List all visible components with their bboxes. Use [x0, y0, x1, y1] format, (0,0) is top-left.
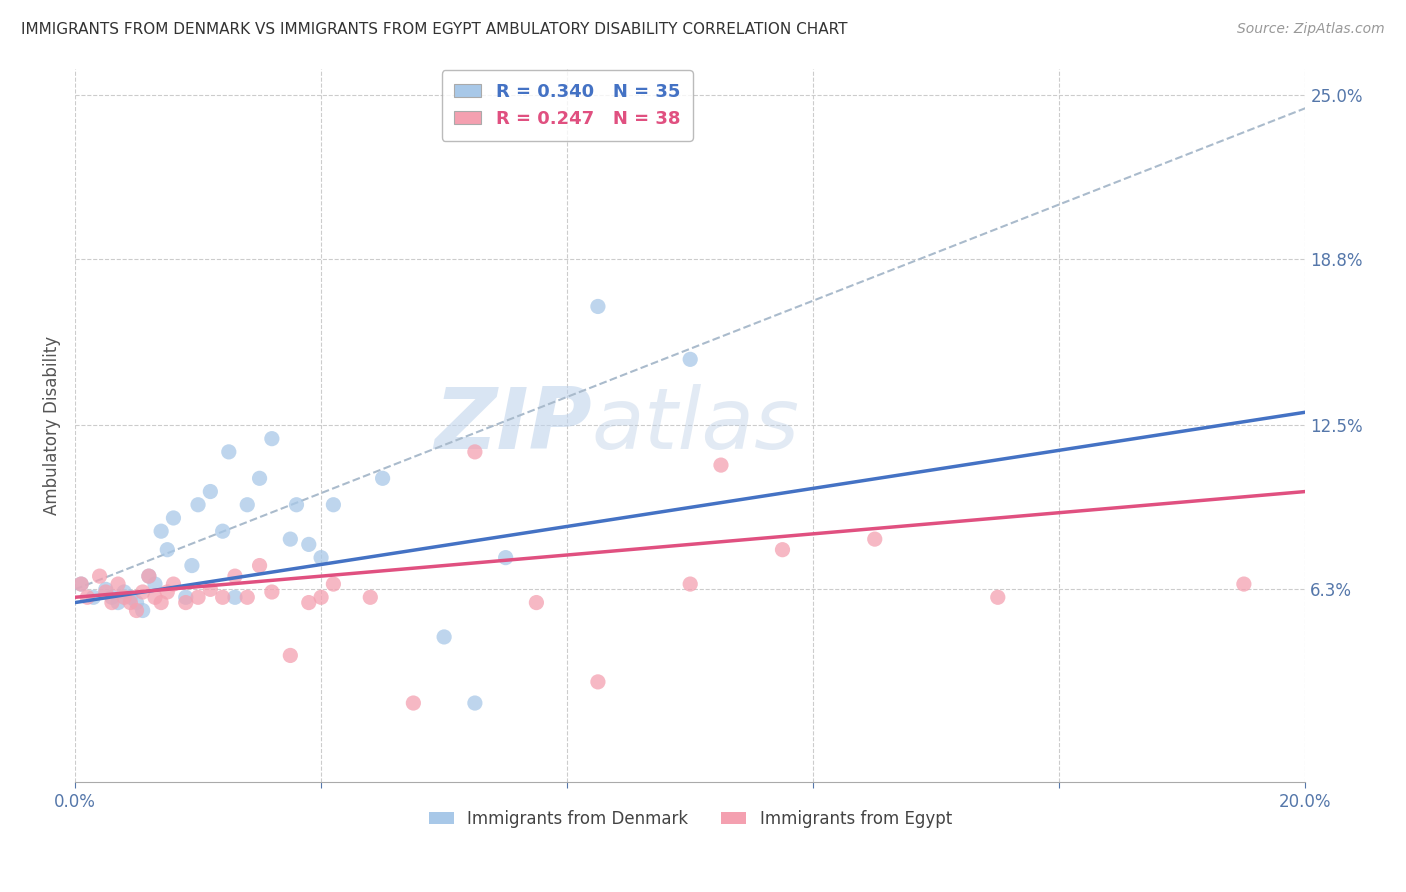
Point — [586, 674, 609, 689]
Point — [495, 550, 517, 565]
Point — [710, 458, 733, 472]
Point — [187, 498, 209, 512]
Point — [138, 569, 160, 583]
Point — [200, 484, 222, 499]
Point — [180, 558, 202, 573]
Point — [309, 591, 332, 605]
Point — [322, 498, 344, 512]
Point — [138, 569, 160, 583]
Point — [125, 596, 148, 610]
Point — [120, 591, 142, 605]
Point — [278, 532, 301, 546]
Point — [211, 591, 233, 605]
Point — [236, 591, 259, 605]
Point — [156, 542, 179, 557]
Point — [464, 445, 486, 459]
Legend: Immigrants from Denmark, Immigrants from Egypt: Immigrants from Denmark, Immigrants from… — [422, 804, 959, 835]
Text: Source: ZipAtlas.com: Source: ZipAtlas.com — [1237, 22, 1385, 37]
Point — [285, 498, 308, 512]
Point — [156, 585, 179, 599]
Point — [174, 596, 197, 610]
Point — [162, 577, 184, 591]
Point — [586, 300, 609, 314]
Point — [70, 577, 93, 591]
Point — [150, 524, 173, 539]
Point — [112, 585, 135, 599]
Point — [987, 591, 1010, 605]
Point — [863, 532, 886, 546]
Point — [433, 630, 456, 644]
Point — [224, 591, 246, 605]
Point — [1233, 577, 1256, 591]
Point — [260, 432, 283, 446]
Point — [236, 498, 259, 512]
Point — [679, 352, 702, 367]
Point — [526, 596, 548, 610]
Point — [218, 445, 240, 459]
Point — [278, 648, 301, 663]
Point — [143, 591, 166, 605]
Point — [224, 569, 246, 583]
Text: ZIP: ZIP — [434, 384, 592, 467]
Point — [101, 591, 124, 605]
Point — [94, 582, 117, 597]
Point — [131, 585, 153, 599]
Point — [70, 577, 93, 591]
Point — [260, 585, 283, 599]
Point — [89, 569, 111, 583]
Text: atlas: atlas — [592, 384, 800, 467]
Text: IMMIGRANTS FROM DENMARK VS IMMIGRANTS FROM EGYPT AMBULATORY DISABILITY CORRELATI: IMMIGRANTS FROM DENMARK VS IMMIGRANTS FR… — [21, 22, 848, 37]
Point — [150, 596, 173, 610]
Point — [143, 577, 166, 591]
Point — [679, 577, 702, 591]
Point — [112, 591, 135, 605]
Point — [131, 603, 153, 617]
Point — [298, 537, 321, 551]
Point — [107, 577, 129, 591]
Point — [402, 696, 425, 710]
Point — [174, 591, 197, 605]
Point — [187, 591, 209, 605]
Point — [464, 696, 486, 710]
Point — [76, 591, 98, 605]
Point — [249, 558, 271, 573]
Point — [82, 591, 104, 605]
Point — [94, 585, 117, 599]
Point — [371, 471, 394, 485]
Point — [125, 603, 148, 617]
Point — [772, 542, 794, 557]
Point — [162, 511, 184, 525]
Point — [359, 591, 381, 605]
Point — [120, 596, 142, 610]
Y-axis label: Ambulatory Disability: Ambulatory Disability — [44, 336, 60, 515]
Point — [322, 577, 344, 591]
Point — [101, 596, 124, 610]
Point — [200, 582, 222, 597]
Point — [309, 550, 332, 565]
Point — [249, 471, 271, 485]
Point — [298, 596, 321, 610]
Point — [211, 524, 233, 539]
Point — [107, 596, 129, 610]
